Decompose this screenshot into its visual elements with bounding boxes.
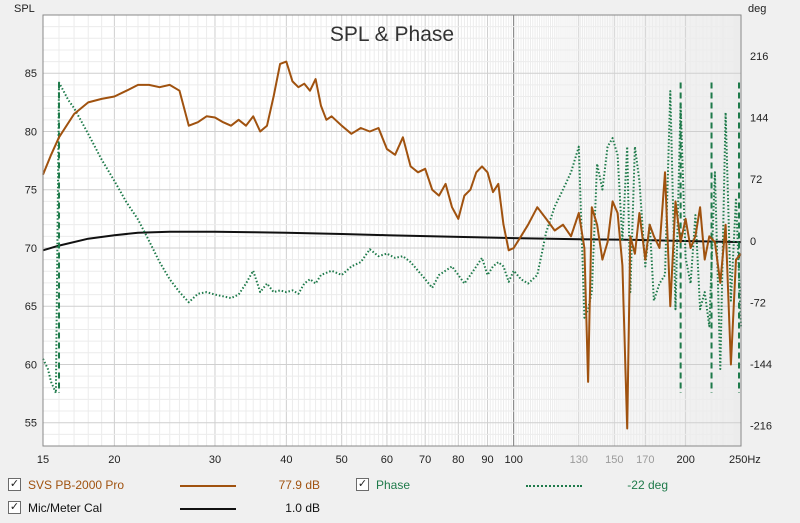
- x-tick-label: 60: [381, 454, 393, 466]
- legend-swatch-cal: [180, 508, 236, 510]
- spl-visibility-checkbox[interactable]: ✓: [8, 478, 21, 491]
- legend-swatch-spl: [180, 485, 236, 487]
- plot-frame: [42, 14, 742, 447]
- right-tick-label: -216: [750, 420, 772, 432]
- legend-label-cal: Mic/Meter Cal: [28, 501, 103, 515]
- legend-value-spl: 77.9 dB: [278, 478, 320, 492]
- x-tick-label: 130: [570, 454, 588, 466]
- right-tick-label: 144: [750, 113, 768, 125]
- x-tick-label: 70: [419, 454, 431, 466]
- x-tick-label: 200: [676, 454, 694, 466]
- left-tick-label: 65: [25, 301, 37, 313]
- x-tick-label: 90: [481, 454, 493, 466]
- right-tick-label: 216: [750, 51, 768, 63]
- left-tick-label: 75: [25, 185, 37, 197]
- legend-item-phase: ✓ Phase -22 deg: [356, 476, 676, 494]
- legend-item-spl: ✓ SVS PB-2000 Pro 77.9 dB: [8, 476, 348, 494]
- phase-visibility-checkbox[interactable]: ✓: [356, 478, 369, 491]
- x-tick-label: 170: [636, 454, 654, 466]
- left-tick-label: 60: [25, 359, 37, 371]
- x-tick-label: 80: [452, 454, 464, 466]
- x-tick-label: 20: [108, 454, 120, 466]
- right-tick-label: 0: [750, 236, 756, 248]
- left-tick-label: 70: [25, 243, 37, 255]
- right-tick-label: -144: [750, 359, 772, 371]
- x-tick-label: 50: [336, 454, 348, 466]
- legend-swatch-phase: [526, 485, 582, 487]
- spl-phase-chart: 55 60 65 70 75 80 85 -216 -144 -72 0 72 144 216 15 20 30…: [14, 3, 772, 466]
- x-tick-label: 40: [280, 454, 292, 466]
- series-layer: [42, 60, 742, 430]
- left-axis-label: SPL: [14, 3, 35, 15]
- legend: ✓ SVS PB-2000 Pro 77.9 dB ✓ Phase -22 de…: [0, 470, 800, 523]
- legend-value-phase: -22 deg: [627, 478, 668, 492]
- left-tick-label: 85: [25, 68, 37, 80]
- x-end-label: 250Hz: [729, 454, 761, 466]
- x-tick-label: 15: [37, 454, 49, 466]
- x-tick-label: 30: [209, 454, 221, 466]
- legend-item-cal: ✓ Mic/Meter Cal 1.0 dB: [8, 499, 348, 517]
- x-tick-label: 150: [605, 454, 623, 466]
- legend-label-phase: Phase: [376, 478, 411, 492]
- phase-line: [42, 81, 742, 394]
- tick-labels: 55 60 65 70 75 80 85 -216 -144 -72 0 72 144 216 15 20 30…: [25, 51, 772, 466]
- right-tick-label: 72: [750, 174, 762, 186]
- x-tick-label: 100: [504, 454, 522, 466]
- mic-meter-cal-line: [42, 230, 742, 252]
- left-tick-label: 55: [25, 418, 37, 430]
- cal-visibility-checkbox[interactable]: ✓: [8, 501, 21, 514]
- right-tick-label: -72: [750, 297, 766, 309]
- right-axis-label: deg: [748, 3, 766, 15]
- svs-pb-2000-pro-line: [42, 60, 742, 430]
- legend-value-cal: 1.0 dB: [285, 501, 320, 515]
- left-tick-label: 80: [25, 126, 37, 138]
- legend-label-spl: SVS PB-2000 Pro: [28, 478, 125, 492]
- chart-title: SPL & Phase: [330, 23, 454, 46]
